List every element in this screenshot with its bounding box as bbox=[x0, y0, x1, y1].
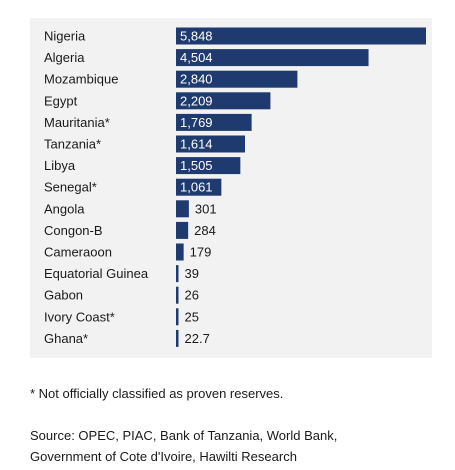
source-line-1: Source: OPEC, PIAC, Bank of Tanzania, Wo… bbox=[30, 428, 338, 443]
category-label: Mauritania* bbox=[44, 115, 110, 130]
value-label: 1,769 bbox=[180, 115, 213, 130]
bar bbox=[176, 49, 369, 67]
footnote: * Not officially classified as proven re… bbox=[30, 386, 284, 401]
value-label: 2,840 bbox=[180, 72, 213, 87]
category-label: Angola bbox=[44, 201, 85, 216]
bar bbox=[176, 286, 179, 304]
bar bbox=[176, 70, 298, 88]
bar bbox=[176, 200, 189, 218]
bar bbox=[176, 178, 222, 196]
value-label: 1,614 bbox=[180, 137, 213, 152]
bar bbox=[176, 92, 271, 110]
bar bbox=[176, 221, 189, 239]
bar bbox=[176, 27, 426, 45]
category-label: Egypt bbox=[44, 93, 78, 108]
category-label: Cameraoon bbox=[44, 245, 112, 260]
bar bbox=[176, 113, 252, 131]
bar bbox=[176, 329, 179, 347]
category-label: Equatorial Guinea bbox=[44, 266, 149, 281]
value-label: 39 bbox=[185, 266, 199, 281]
category-label: Senegal* bbox=[44, 180, 97, 195]
chart-panel: Nigeria 5,848 Algeria 4,504 Mozambique 2,840 E… bbox=[30, 18, 432, 358]
category-label: Ghana* bbox=[44, 331, 88, 346]
value-label: 25 bbox=[185, 309, 199, 324]
bar bbox=[176, 243, 184, 261]
value-label: 301 bbox=[195, 201, 217, 216]
value-label: 22.7 bbox=[185, 331, 210, 346]
category-label: Ivory Coast* bbox=[44, 309, 115, 324]
value-label: 284 bbox=[194, 223, 216, 238]
bar bbox=[176, 308, 179, 326]
value-label: 26 bbox=[185, 288, 199, 303]
source-line-2: Government of Cote d'Ivoire, Hawilti Res… bbox=[30, 449, 297, 464]
bar-chart: Nigeria 5,848 Algeria 4,504 Mozambique 2,840 E… bbox=[44, 27, 426, 347]
value-label: 179 bbox=[190, 245, 212, 260]
category-label: Algeria bbox=[44, 50, 85, 65]
category-label: Nigeria bbox=[44, 29, 86, 44]
bar bbox=[176, 157, 241, 175]
value-label: 2,209 bbox=[180, 93, 213, 108]
category-label: Libya bbox=[44, 158, 76, 173]
category-label: Gabon bbox=[44, 288, 83, 303]
value-label: 5,848 bbox=[180, 29, 213, 44]
bar bbox=[176, 265, 179, 283]
category-label: Mozambique bbox=[44, 72, 118, 87]
value-label: 1,061 bbox=[180, 180, 213, 195]
value-label: 4,504 bbox=[180, 50, 213, 65]
bar bbox=[176, 135, 245, 153]
category-label: Tanzania* bbox=[44, 137, 101, 152]
category-label: Congon-B bbox=[44, 223, 103, 238]
value-label: 1,505 bbox=[180, 158, 213, 173]
